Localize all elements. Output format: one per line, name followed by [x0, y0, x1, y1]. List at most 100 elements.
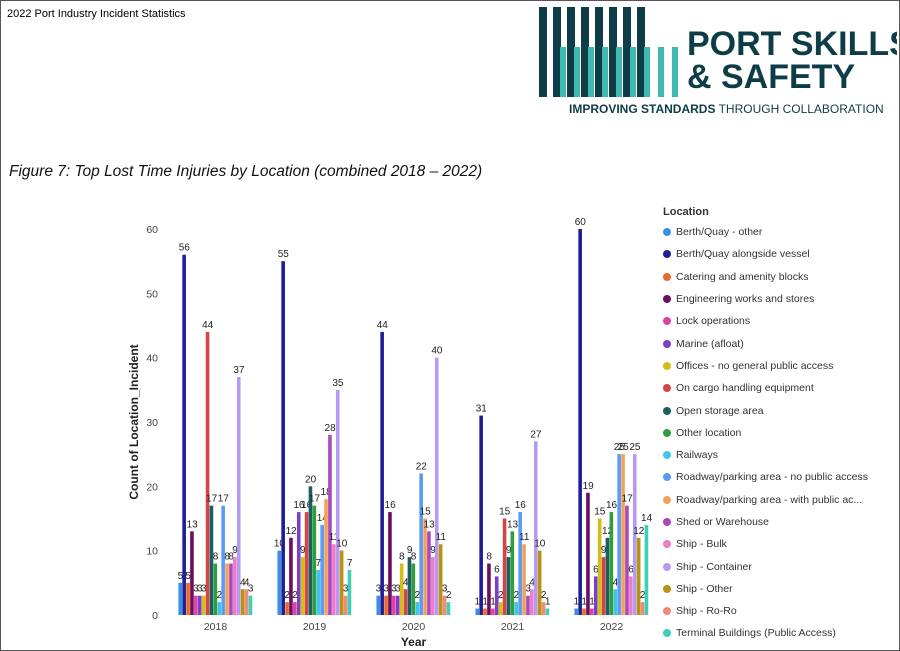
bar [240, 589, 245, 615]
bar [601, 557, 606, 615]
bar [328, 434, 332, 615]
data-label: 13 [507, 519, 519, 530]
bar [475, 608, 480, 615]
bar [332, 544, 336, 615]
bar [308, 486, 313, 615]
data-label: 6 [494, 564, 500, 575]
legend-label: Roadway/parking area - with public ac... [676, 493, 863, 506]
legend-swatch [663, 250, 671, 259]
data-label: 2 [541, 590, 547, 601]
legend-item[interactable]: Ship - Ro-Ro [663, 600, 897, 622]
legend-label: Ship - Container [676, 560, 752, 573]
data-label: 9 [300, 545, 306, 556]
bar [541, 602, 546, 615]
bar [293, 602, 297, 615]
legend-item[interactable]: Roadway/parking area - no public access [663, 466, 897, 488]
data-label: 3 [201, 584, 207, 595]
bar [320, 524, 324, 615]
legend-item[interactable]: Catering and amenity blocks [663, 266, 897, 288]
bar [419, 473, 423, 615]
legend-label: Open storage area [676, 404, 764, 417]
x-axis-title: Year [401, 635, 427, 649]
legend-item[interactable]: Terminal Buildings (Public Access) [663, 622, 897, 644]
bar [229, 563, 233, 615]
data-label: 6 [593, 564, 599, 575]
legend-item[interactable]: Marine (afloat) [663, 332, 897, 354]
bar [514, 602, 519, 615]
data-label: 4 [403, 577, 409, 588]
legend-label: Ship - Other [676, 582, 733, 595]
legend-label: Lock operations [676, 315, 751, 328]
bar [225, 563, 229, 615]
legend-item[interactable]: Shed or Warehouse [663, 511, 897, 533]
data-label: 2 [640, 590, 646, 601]
barcode-mark [539, 7, 678, 97]
data-label: 2 [514, 590, 520, 601]
data-label: 17 [206, 494, 218, 505]
data-label: 16 [293, 500, 305, 511]
data-label: 3 [197, 584, 203, 595]
bar [625, 505, 629, 615]
bar [582, 608, 586, 615]
data-label: 6 [628, 564, 634, 575]
data-label: 17 [622, 494, 634, 505]
data-label: 17 [218, 494, 230, 505]
bar [395, 595, 400, 615]
legend-swatch [663, 518, 671, 526]
bar [545, 608, 550, 615]
bar [411, 563, 416, 615]
data-label: 3 [383, 584, 389, 595]
data-label: 3 [343, 584, 349, 595]
bar [502, 518, 507, 615]
legend-item[interactable]: Ship - Container [663, 555, 897, 577]
bar [605, 537, 610, 615]
bar [586, 492, 590, 615]
bar [483, 608, 487, 615]
legend-item[interactable]: Open storage area [663, 399, 897, 421]
data-label: 8 [224, 552, 230, 563]
data-label: 9 [430, 545, 436, 556]
data-label: 15 [594, 507, 606, 518]
bar [205, 331, 210, 615]
data-label: 17 [309, 494, 321, 505]
data-label: 2 [446, 590, 452, 601]
x-tick-label: 2019 [303, 621, 327, 633]
bar [213, 563, 218, 615]
data-label: 3 [248, 584, 254, 595]
data-label: 1 [589, 597, 595, 608]
data-label: 8 [486, 552, 492, 563]
legend-item[interactable]: On cargo handling equipment [663, 377, 897, 399]
data-label: 40 [431, 346, 443, 357]
legend-item[interactable]: Ship - Other [663, 578, 897, 600]
data-label: 25 [629, 442, 641, 453]
legend-item[interactable]: Offices - no general public access [663, 355, 897, 377]
bar [289, 537, 293, 615]
data-label: 2 [217, 590, 223, 601]
bar [201, 595, 206, 615]
legend-item[interactable]: Engineering works and stores [663, 288, 897, 310]
legend-item[interactable]: Berth/Quay - other [663, 221, 897, 243]
legend-item[interactable]: Roadway/parking area - with public ac... [663, 489, 897, 511]
data-label: 16 [385, 500, 397, 511]
data-label: 1 [482, 597, 488, 608]
legend-item[interactable]: Other location [663, 422, 897, 444]
document-title: 2022 Port Industry Incident Statistics [7, 8, 186, 20]
data-label: 2 [498, 590, 504, 601]
legend-item[interactable]: Ship - Bulk [663, 533, 897, 555]
y-tick-label: 20 [146, 481, 158, 493]
legend-label: Berth/Quay alongside vessel [676, 248, 810, 261]
bar [304, 512, 309, 615]
legend-item[interactable]: Berth/Quay alongside vessel [663, 243, 897, 265]
data-label: 28 [325, 423, 337, 434]
data-label: 9 [407, 545, 413, 556]
data-label: 8 [213, 552, 219, 563]
legend-item[interactable]: Railways [663, 444, 897, 466]
bar [574, 608, 579, 615]
data-label: 18 [321, 487, 333, 498]
data-label: 11 [519, 532, 530, 543]
legend-item[interactable]: Lock operations [663, 310, 897, 332]
bar [248, 595, 253, 615]
bar [629, 576, 633, 615]
data-label: 12 [286, 526, 298, 537]
legend-swatch [663, 607, 671, 616]
